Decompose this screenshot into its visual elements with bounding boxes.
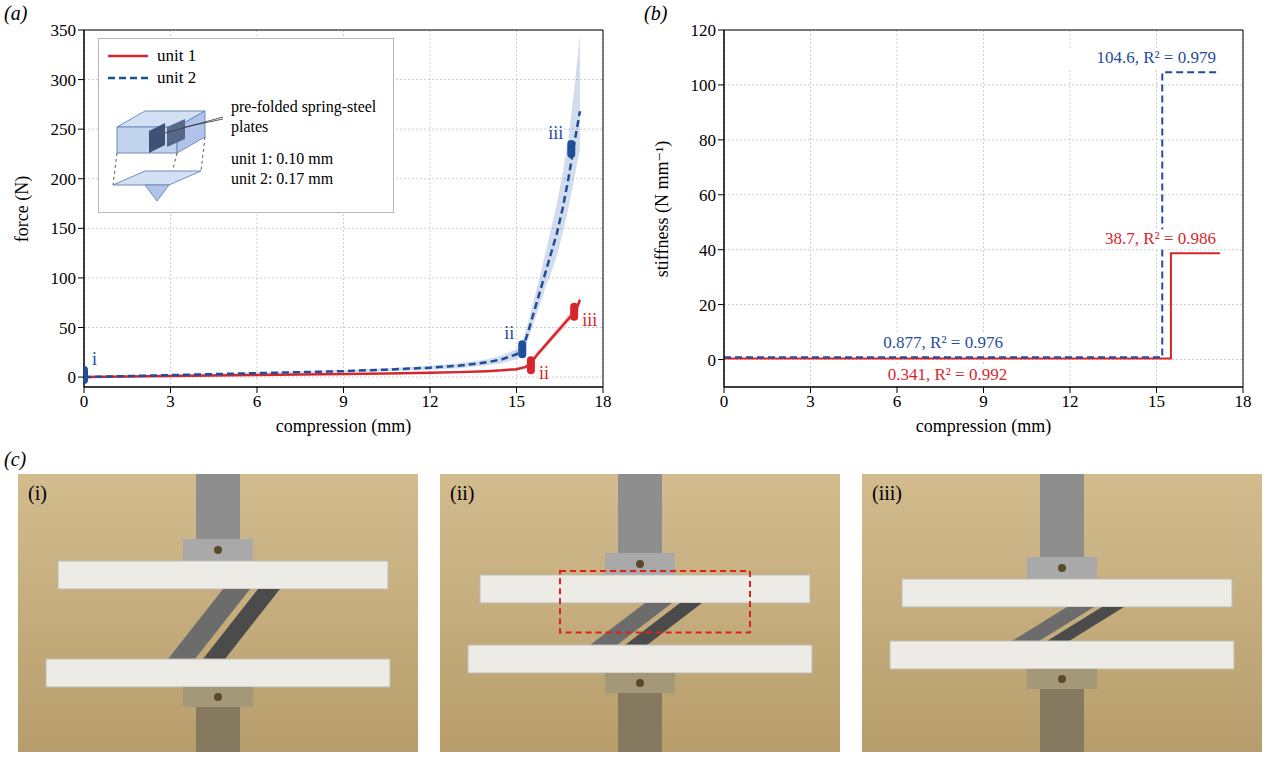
svg-text:200: 200	[51, 170, 77, 189]
svg-text:6: 6	[893, 392, 902, 411]
svg-text:300: 300	[51, 71, 77, 90]
svg-text:38.7, R² = 0.986: 38.7, R² = 0.986	[1105, 229, 1216, 248]
svg-text:3: 3	[166, 392, 175, 411]
svg-text:80: 80	[699, 131, 716, 150]
html-text:force (N): force (N)	[12, 175, 32, 242]
svg-text:250: 250	[51, 120, 77, 139]
svg-text:iii: iii	[582, 310, 597, 330]
html-text:pre-folded spring-steel plates: pre-folded spring-steel plates	[231, 98, 377, 135]
svg-text:9: 9	[979, 392, 988, 411]
svg-text:150: 150	[51, 219, 77, 238]
svg-text:60: 60	[699, 186, 716, 205]
svg-text:0: 0	[68, 368, 77, 387]
svg-text:100: 100	[51, 269, 77, 288]
html-text:unit 2: 0.17 mm: unit 2: 0.17 mm	[231, 170, 334, 187]
svg-text:(i): (i)	[28, 482, 47, 505]
html-text:compression (mm): compression (mm)	[915, 416, 1052, 436]
svg-text:0.341, R² = 0.992: 0.341, R² = 0.992	[888, 365, 1008, 384]
svg-text:12: 12	[422, 392, 439, 411]
html-text:unit 2: unit 2	[157, 68, 197, 87]
svg-text:0: 0	[708, 351, 717, 370]
svg-text:12: 12	[1062, 392, 1079, 411]
html-text:stiffness (N mm⁻¹): stiffness (N mm⁻¹)	[652, 140, 672, 277]
svg-text:50: 50	[59, 319, 76, 338]
svg-text:40: 40	[699, 241, 716, 260]
svg-text:(iii): (iii)	[872, 482, 902, 505]
svg-text:0: 0	[720, 392, 729, 411]
html-text:(b): (b)	[644, 2, 668, 24]
svg-text:0.877, R² = 0.976: 0.877, R² = 0.976	[883, 333, 1003, 352]
svg-text:iii: iii	[548, 123, 563, 143]
svg-text:20: 20	[699, 296, 716, 315]
svg-text:120: 120	[691, 21, 717, 40]
svg-text:0: 0	[80, 392, 89, 411]
svg-text:ii: ii	[539, 363, 549, 383]
svg-text:100: 100	[691, 76, 717, 95]
html-text:compression (mm): compression (mm)	[275, 416, 412, 436]
html-text:unit 1: 0.10 mm: unit 1: 0.10 mm	[231, 150, 334, 167]
svg-text:18: 18	[595, 392, 612, 411]
html-text:(a): (a)	[4, 2, 28, 24]
svg-text:6: 6	[253, 392, 262, 411]
html-text:(c): (c)	[4, 448, 27, 470]
svg-text:i: i	[92, 349, 97, 369]
svg-text:15: 15	[1148, 392, 1165, 411]
svg-text:350: 350	[51, 21, 77, 40]
html-text:unit 1: unit 1	[157, 46, 197, 65]
svg-text:18: 18	[1235, 392, 1252, 411]
svg-text:3: 3	[806, 392, 815, 411]
svg-text:(ii): (ii)	[450, 482, 474, 505]
svg-text:ii: ii	[504, 323, 514, 343]
svg-text:15: 15	[508, 392, 525, 411]
svg-text:104.6, R² = 0.979: 104.6, R² = 0.979	[1096, 48, 1216, 67]
svg-text:9: 9	[339, 392, 348, 411]
